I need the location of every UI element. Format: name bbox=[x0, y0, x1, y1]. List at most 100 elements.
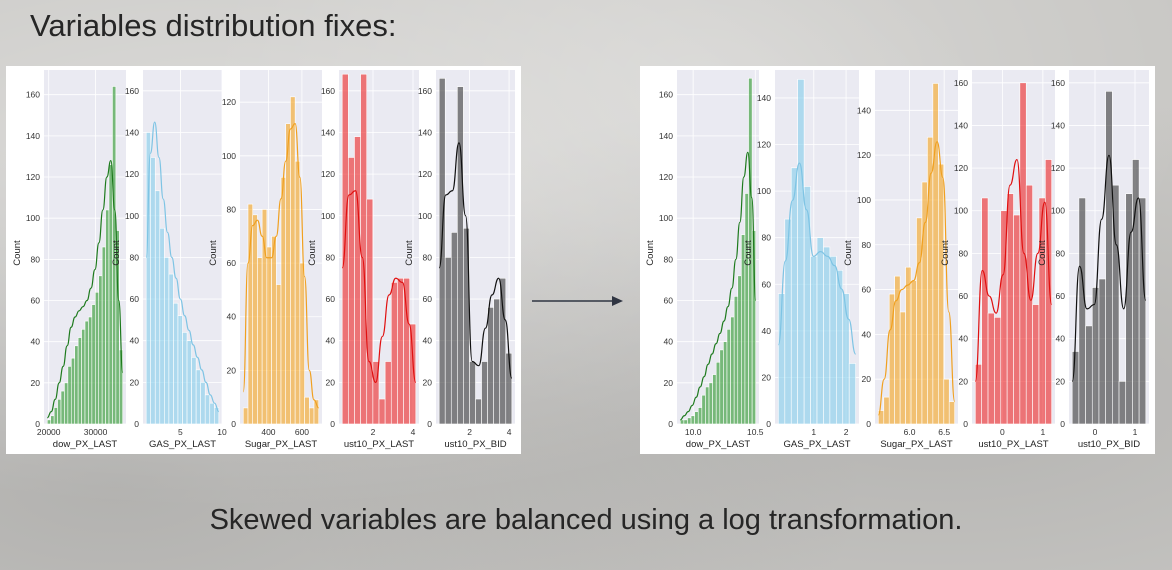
histogram-bar bbox=[94, 291, 100, 425]
histogram-bar bbox=[384, 361, 392, 425]
x-tick-label: 6.5 bbox=[938, 427, 950, 437]
histogram-bar bbox=[182, 332, 188, 425]
caption: Skewed variables are balanced using a lo… bbox=[209, 504, 963, 536]
x-tick-label: 4 bbox=[411, 427, 416, 437]
histogram-bar bbox=[823, 246, 831, 425]
y-tick-label: 40 bbox=[762, 326, 772, 336]
histogram-bar bbox=[360, 73, 368, 425]
y-tick-label: 20 bbox=[326, 377, 336, 387]
histogram-bar bbox=[469, 361, 476, 425]
histogram-bar bbox=[499, 277, 507, 425]
y-tick-label: 100 bbox=[954, 206, 968, 216]
histogram-bar bbox=[304, 396, 310, 425]
x-axis-label: dow_PX_LAST bbox=[686, 439, 751, 450]
histogram-bar bbox=[457, 86, 464, 425]
histogram-bar bbox=[475, 398, 482, 425]
x-axis-label: ust10_PX_BID bbox=[1078, 439, 1140, 450]
y-tick-label: 0 bbox=[866, 419, 871, 429]
histogram-bar bbox=[1006, 193, 1014, 425]
y-tick-label: 80 bbox=[326, 252, 336, 262]
histogram-bar bbox=[687, 417, 692, 425]
y-tick-label: 80 bbox=[862, 240, 872, 250]
histogram-bar bbox=[701, 394, 706, 425]
histogram-bar bbox=[1098, 278, 1106, 425]
y-tick-label: 160 bbox=[26, 90, 40, 100]
histogram-bar bbox=[67, 366, 72, 425]
y-tick-label: 20 bbox=[31, 378, 41, 388]
y-tick-label: 20 bbox=[762, 372, 772, 382]
x-tick-label: 0 bbox=[1093, 427, 1098, 437]
y-tick-label: 40 bbox=[130, 336, 140, 346]
histogram-bar bbox=[1019, 82, 1027, 425]
y-tick-label: 80 bbox=[31, 254, 41, 264]
histogram-bar bbox=[981, 197, 989, 425]
histogram-bar bbox=[60, 390, 65, 425]
histogram-bar bbox=[50, 415, 55, 425]
y-tick-label: 20 bbox=[130, 377, 140, 387]
kde-curve bbox=[145, 121, 220, 413]
subplot-before-3: 0 20 40 60 80 100 120 140 160 2 4 ust10_PX_LAST Coun… bbox=[307, 70, 419, 450]
histogram-bar bbox=[1085, 325, 1093, 425]
y-tick-label: 120 bbox=[659, 172, 673, 182]
y-tick-label: 160 bbox=[125, 86, 139, 96]
histogram-bar bbox=[927, 136, 934, 425]
x-tick-label: 1 bbox=[1133, 427, 1138, 437]
histogram-bar bbox=[378, 398, 386, 425]
y-tick-label: 100 bbox=[418, 211, 432, 221]
y-tick-label: 0 bbox=[963, 419, 968, 429]
y-tick-label: 60 bbox=[31, 296, 41, 306]
y-tick-label: 0 bbox=[330, 419, 335, 429]
y-tick-label: 100 bbox=[757, 186, 771, 196]
histogram-bar bbox=[275, 284, 282, 425]
histogram-bar bbox=[1078, 197, 1086, 425]
histogram-bar bbox=[74, 345, 79, 425]
histogram-bar bbox=[195, 369, 201, 425]
histogram-bar bbox=[257, 257, 263, 425]
y-axis-label: Count bbox=[12, 240, 23, 266]
y-tick-label: 60 bbox=[423, 294, 433, 304]
histogram-bar bbox=[84, 320, 89, 425]
kde-curve bbox=[777, 162, 857, 355]
y-tick-label: 20 bbox=[862, 374, 872, 384]
histogram-bar bbox=[943, 378, 950, 425]
histogram-bar bbox=[53, 407, 58, 425]
histogram-bar bbox=[294, 160, 301, 425]
histogram-bar bbox=[88, 316, 93, 425]
y-axis-label: Count bbox=[404, 240, 415, 266]
x-tick-label: 4 bbox=[507, 427, 512, 437]
y-tick-label: 60 bbox=[326, 294, 336, 304]
histogram-bar bbox=[173, 302, 179, 425]
y-axis-label: Count bbox=[111, 240, 122, 266]
histogram-bar bbox=[271, 235, 277, 425]
y-axis-label: Count bbox=[307, 240, 318, 266]
histogram-bar bbox=[1091, 287, 1100, 425]
histogram-bar bbox=[723, 341, 728, 425]
histogram-bar bbox=[91, 304, 96, 425]
x-axis-label: ust10_PX_LAST bbox=[978, 439, 1048, 450]
histogram-bar bbox=[81, 329, 86, 425]
histogram-bar bbox=[816, 237, 824, 425]
histogram-bar bbox=[719, 349, 724, 425]
x-axis-label: Sugar_PX_LAST bbox=[245, 439, 318, 450]
y-tick-label: 40 bbox=[664, 337, 674, 347]
y-tick-label: 120 bbox=[418, 169, 432, 179]
y-tick-label: 160 bbox=[418, 86, 432, 96]
y-tick-label: 140 bbox=[321, 127, 335, 137]
histogram-bar bbox=[444, 257, 452, 425]
x-tick-label: 10.5 bbox=[747, 427, 764, 437]
histogram-bar bbox=[888, 293, 895, 425]
y-tick-label: 120 bbox=[954, 163, 968, 173]
y-tick-label: 120 bbox=[125, 169, 139, 179]
y-tick-label: 40 bbox=[959, 334, 969, 344]
y-tick-label: 60 bbox=[227, 258, 237, 268]
histogram-bar bbox=[108, 164, 113, 425]
y-tick-label: 80 bbox=[423, 252, 433, 262]
histogram-bar bbox=[266, 246, 272, 425]
y-tick-label: 60 bbox=[762, 279, 772, 289]
histogram-panel-after: 0 20 40 60 80 100 120 140 160 10.0 10.5 dow_PX_LAST… bbox=[640, 66, 1155, 454]
histogram-bar bbox=[186, 340, 192, 425]
y-tick-label: 80 bbox=[1056, 248, 1066, 258]
histogram-bar bbox=[159, 227, 165, 425]
